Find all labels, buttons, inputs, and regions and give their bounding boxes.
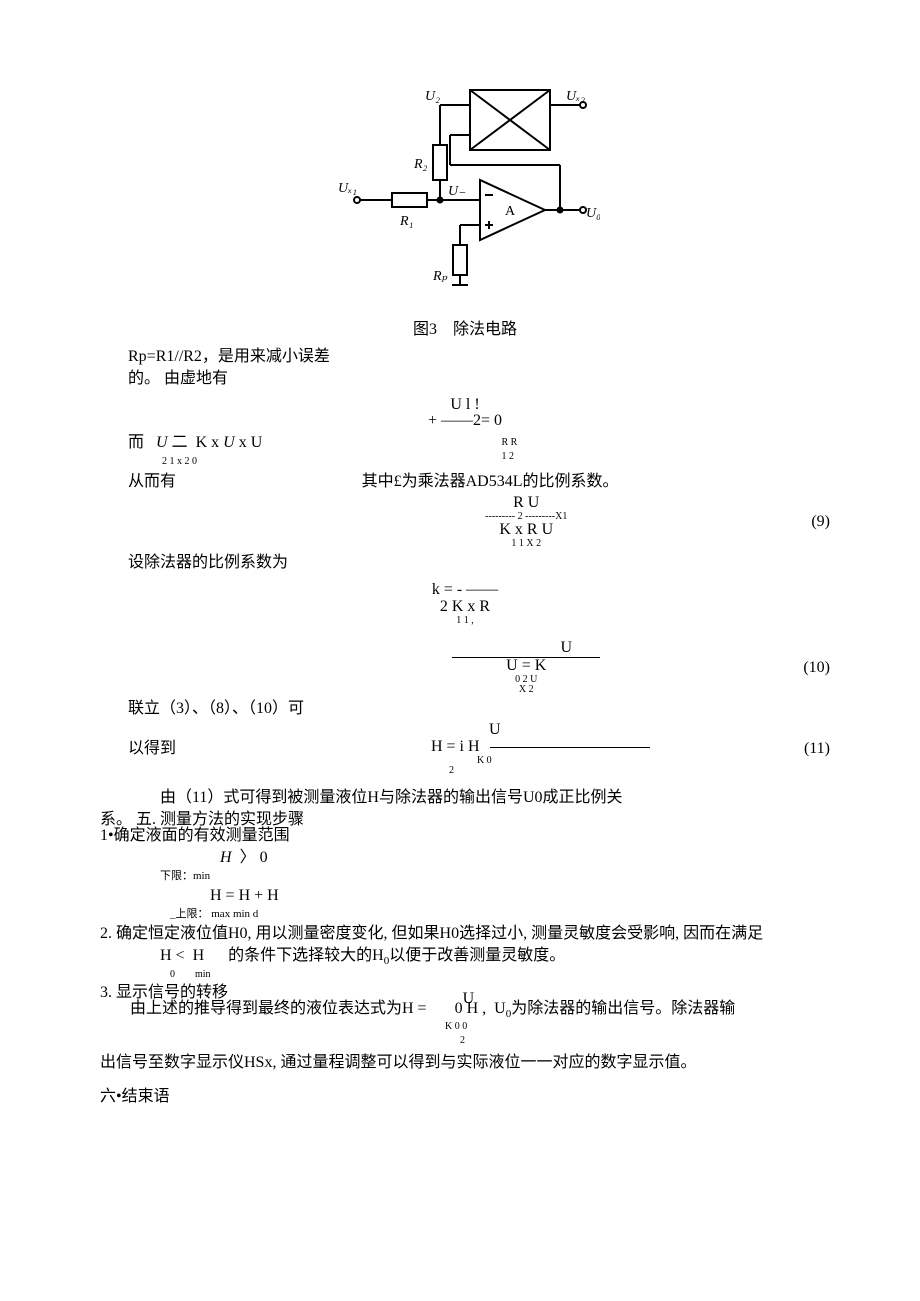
- eq10-mid: U = K: [506, 657, 546, 674]
- text-er: 而: [100, 434, 144, 451]
- svg-text:U₋: U₋: [448, 184, 466, 199]
- text-conc11: 由（11）式可得到被测量液位H与除法器的输出信号U0成正比例关: [100, 787, 830, 809]
- eq10-top: U: [561, 639, 573, 656]
- eq-a-top: U l !: [428, 397, 502, 414]
- section-5-header: 系。 五. 测量方法的实现步骤 1•确定液面的有效测量范围: [100, 809, 830, 847]
- row-join: 联立（3）、（8）、（10）可: [100, 698, 830, 720]
- eq10-subs2: X 2: [452, 685, 600, 696]
- row-hence-k1: 从而有 其中£为乘法器AD534L的比例系数。: [100, 471, 830, 493]
- eq-11-row: 以得到 U H = i H K 0 2 (11): [100, 722, 830, 777]
- eq9-bot: K x R U: [485, 522, 567, 539]
- eq11-mid: H = i H: [431, 738, 480, 755]
- text-join: 联立（3）、（8）、（10）可: [100, 698, 376, 720]
- figure-3-block: U₂ Uₓ₂ R₂ Uₓ₁ R₁ U₋ A U₀ Rₚ 图3 除法电路: [100, 80, 830, 342]
- text-setk: 设除法器的比例系数为: [100, 552, 830, 574]
- k2-top: k = - ——: [432, 582, 498, 599]
- text-k1-desc: 其中£为乘法器AD534L的比例系数。: [362, 471, 770, 493]
- eq-9-row: R U --------- 2 ---------X1 K x R U 1 1 …: [100, 495, 830, 550]
- svg-text:R₂: R₂: [413, 157, 428, 172]
- figure-3-diagram: U₂ Uₓ₂ R₂ Uₓ₁ R₁ U₋ A U₀ Rₚ: [330, 80, 600, 310]
- text-rp-1: Rp=R1//R2，是用来减小误差: [100, 346, 830, 368]
- eq11-line: [490, 747, 650, 748]
- eq11-top: U: [431, 722, 650, 739]
- step3c: 出信号至数字显示仪HSx, 通过量程调整可以得到与实际液位一一对应的数字显示值。: [100, 1052, 830, 1074]
- text-lower: 下限：min: [100, 869, 830, 884]
- step2b-text: H < H 的条件下选择较大的H0以便于改善测量灵敏度。: [100, 945, 830, 970]
- eq11-sub: K 0: [431, 756, 650, 767]
- eq11-sub2: 2: [431, 766, 650, 777]
- svg-text:U₀: U₀: [586, 206, 600, 221]
- eq-u2-row: 而 U 二 K x U x U 2 1 x 2 0 R R 1 2: [100, 432, 830, 468]
- eq-10-row: U = K U U = K 0 2 U X 2 (10): [100, 640, 830, 696]
- step3-overlap: 3. 显示信号的转移 由上述的推导得到最终的液位表达式为H = U0 H , U…: [100, 982, 830, 1020]
- eq9-top: R U: [485, 495, 567, 512]
- eq9-subs: 1 1 X 2: [485, 539, 567, 550]
- step3b: 由上述的推导得到最终的液位表达式为H = U0 H , U0为除法器的输出信号。…: [100, 998, 735, 1023]
- text-upper: _上限： max min d: [100, 907, 830, 922]
- figure-3-caption: 图3 除法电路: [100, 319, 830, 341]
- eq9-num: (9): [770, 511, 830, 533]
- hmax-expr: H = H + H: [100, 885, 830, 907]
- svg-text:Uₓ₂: Uₓ₂: [566, 89, 585, 104]
- eq-block-a: U l ! + ——2= 0: [100, 397, 830, 431]
- text-join2: 以得到: [100, 738, 311, 760]
- section-6-title: 六•结束语: [100, 1086, 830, 1108]
- eq-a-bot: + ——2= 0: [428, 413, 502, 430]
- sec5-b: 1•确定液面的有效测量范围: [100, 825, 290, 847]
- svg-text:Uₓ₁: Uₓ₁: [338, 181, 357, 196]
- text-rp-2: 的。 由虚地有: [100, 368, 830, 390]
- page: U₂ Uₓ₂ R₂ Uₓ₁ R₁ U₋ A U₀ Rₚ 图3 除法电路 Rp=R…: [0, 0, 920, 1301]
- k2-subs: 1 1 ,: [432, 616, 498, 627]
- svg-text:Rₚ: Rₚ: [432, 269, 448, 284]
- eq10-num: (10): [770, 657, 830, 679]
- step2-text: 2. 确定恒定液位值H0, 用以测量密度变化, 但如果H0选择过小, 测量灵敏度…: [100, 923, 830, 945]
- k2-mid: 2 K x R: [432, 599, 498, 616]
- svg-text:A: A: [505, 204, 516, 219]
- svg-text:R₁: R₁: [399, 214, 413, 229]
- text-hence: 从而有: [100, 471, 362, 493]
- eq-k2-block: k = - —— 2 K x R 1 1 ,: [100, 582, 830, 626]
- eq-u2-subs: 2 1 x 2 0: [100, 455, 502, 469]
- svg-text:U₂: U₂: [425, 89, 440, 104]
- step3-subs2: 2: [100, 1034, 830, 1048]
- hmin-expr: H 〉 0: [100, 847, 830, 869]
- eq11-num: (11): [770, 738, 830, 760]
